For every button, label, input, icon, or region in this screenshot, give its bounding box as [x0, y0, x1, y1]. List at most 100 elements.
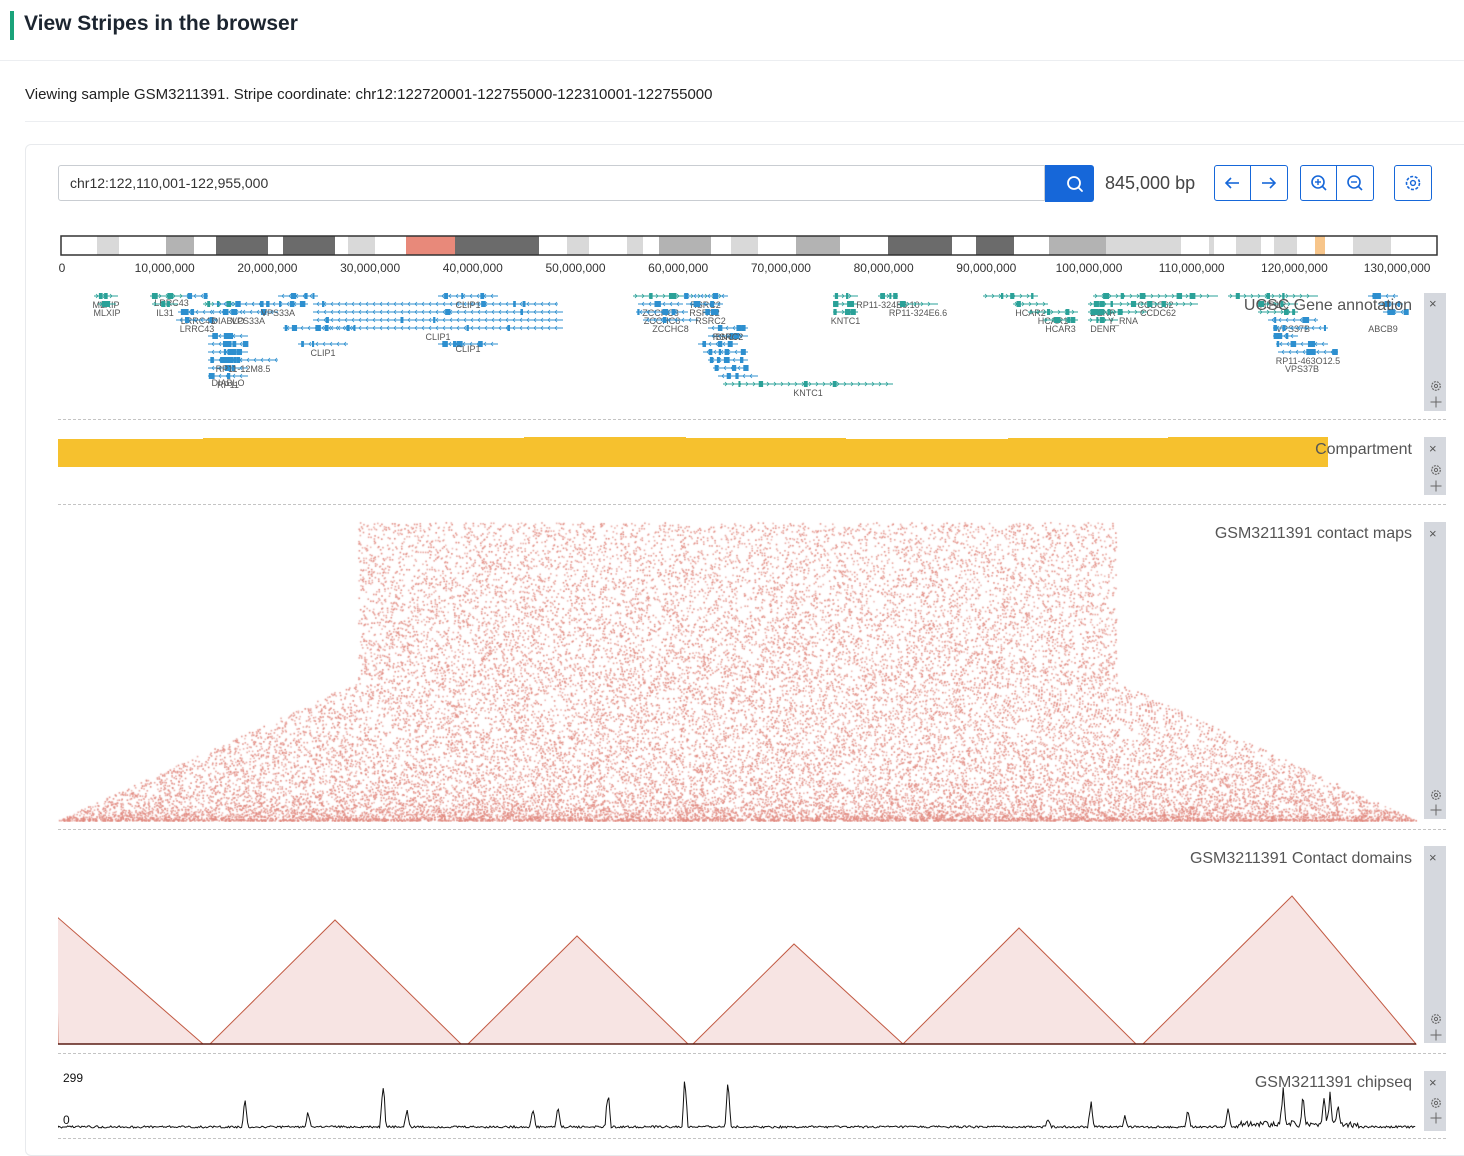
move-track-icon[interactable] [1430, 1112, 1442, 1124]
gene-model [208, 349, 248, 355]
gene-model [1273, 333, 1298, 339]
gene-model [638, 301, 683, 307]
gene-model [278, 293, 318, 299]
track-separator [58, 1138, 1446, 1139]
search-button[interactable] [1045, 165, 1094, 202]
ideogram-band [1049, 236, 1106, 255]
close-track-icon[interactable]: × [1429, 1075, 1437, 1090]
track-settings-gear-icon[interactable] [1430, 789, 1442, 801]
zoom-in-button[interactable] [1300, 165, 1337, 201]
contact-map-track-controls [1424, 522, 1446, 819]
ideogram-band [1127, 236, 1181, 255]
ideogram-band [1391, 236, 1437, 255]
ideogram-band [976, 236, 1014, 255]
settings-button[interactable] [1394, 165, 1432, 201]
ideogram-band [194, 236, 216, 255]
gene-label: DIABLO [211, 378, 244, 388]
contact-domains-track-controls [1424, 846, 1446, 1043]
ideogram-band [61, 236, 97, 255]
zoom-out-button[interactable] [1337, 165, 1374, 201]
ideogram-band [731, 236, 758, 255]
gene-label: CCDC62 [1140, 308, 1176, 318]
track-settings-gear-icon[interactable] [1430, 380, 1442, 392]
ideogram-band [1181, 236, 1209, 255]
location-input[interactable] [58, 165, 1045, 201]
chromosome-ideogram[interactable] [60, 235, 1440, 257]
gene-label: KNTC1 [793, 388, 823, 398]
gene-model [1273, 325, 1328, 331]
gene-model [983, 293, 1038, 299]
compartment-track[interactable] [58, 436, 1424, 470]
gene-model [438, 293, 498, 299]
gene-model [708, 357, 748, 363]
gene-label: RSRC2 [713, 332, 744, 342]
gene-label: VPS37B [1285, 364, 1319, 374]
track-separator [58, 1053, 1446, 1054]
ideogram-band [1209, 236, 1214, 255]
gene-label: CLIP1 [455, 344, 480, 354]
ideogram-band [97, 236, 119, 255]
ideogram-band [455, 236, 471, 255]
ideogram-band [406, 236, 455, 255]
ideogram-tick-label: 30,000,000 [340, 261, 401, 275]
ideogram-band [952, 236, 976, 255]
gene-label: SNCR [715, 332, 741, 342]
gene-model [703, 309, 719, 315]
move-track-icon[interactable] [1430, 480, 1442, 492]
gene-model [1268, 317, 1318, 323]
track-settings-gear-icon[interactable] [1430, 1097, 1442, 1109]
gene-model [1043, 317, 1078, 323]
gene-model [833, 293, 858, 299]
page-title: View Stripes in the browser [24, 12, 298, 35]
chipseq-ymin-label: 0 [63, 1113, 70, 1127]
chipseq-track[interactable] [58, 1068, 1424, 1132]
ideogram-band [348, 236, 375, 255]
close-track-icon[interactable]: × [1429, 296, 1437, 311]
ideogram-band [1315, 236, 1325, 255]
span-label: 845,000 bp [1105, 173, 1196, 193]
move-track-icon[interactable] [1430, 804, 1442, 816]
ideogram-tick-label: 90,000,000 [956, 261, 1017, 275]
gene-model [313, 325, 563, 331]
zoom-in-icon [1311, 175, 1327, 191]
gene-model [183, 293, 208, 299]
gene-model [208, 357, 278, 363]
close-track-icon[interactable]: × [1429, 441, 1437, 456]
gene-model [703, 349, 748, 355]
move-track-icon[interactable] [1430, 396, 1442, 408]
ideogram-tick-label: 10,000,000 [134, 261, 195, 275]
gene-model [1093, 293, 1218, 299]
compartment-track-title: Compartment [1315, 441, 1412, 458]
page-header: View Stripes in the browser [0, 0, 1464, 61]
gene-model [1228, 293, 1318, 299]
track-settings-gear-icon[interactable] [1430, 1013, 1442, 1025]
compartment-segment [58, 439, 203, 467]
gene-label: CLIP1 [425, 332, 450, 342]
gene-label: RP11-324E6.10 [856, 300, 919, 310]
gene-annotation-track[interactable]: MLXIPMLXIPLRRC43IL31LRRC43LRRC43DIABLOVP… [58, 292, 1424, 410]
ideogram-band [1106, 236, 1127, 255]
ideogram-band [888, 236, 952, 255]
pan-left-button[interactable] [1214, 165, 1251, 201]
pan-right-button[interactable] [1251, 165, 1288, 201]
close-track-icon[interactable]: × [1429, 850, 1437, 865]
ideogram-band [1214, 236, 1236, 255]
ideogram-band [335, 236, 348, 255]
track-settings-gear-icon[interactable] [1430, 464, 1442, 476]
gene-model [1378, 301, 1403, 307]
gene-label: RSRC2 [695, 316, 726, 326]
contact-domains-track[interactable] [58, 846, 1424, 1046]
gene-model [313, 309, 563, 315]
contact-map-canvas[interactable] [58, 520, 1424, 822]
close-track-icon[interactable]: × [1429, 526, 1437, 541]
ideogram-band [711, 236, 731, 255]
gene-label: HIP1R [1260, 300, 1287, 310]
gene-model [313, 301, 558, 307]
move-track-icon[interactable] [1430, 1029, 1442, 1041]
zoom-out-icon [1347, 175, 1363, 191]
gene-label: LRRC43 [154, 298, 189, 308]
gene-model [833, 301, 858, 307]
gene-label: DIABLO [211, 316, 244, 326]
ideogram-tick-label: 50,000,000 [545, 261, 606, 275]
gene-model [208, 373, 248, 379]
